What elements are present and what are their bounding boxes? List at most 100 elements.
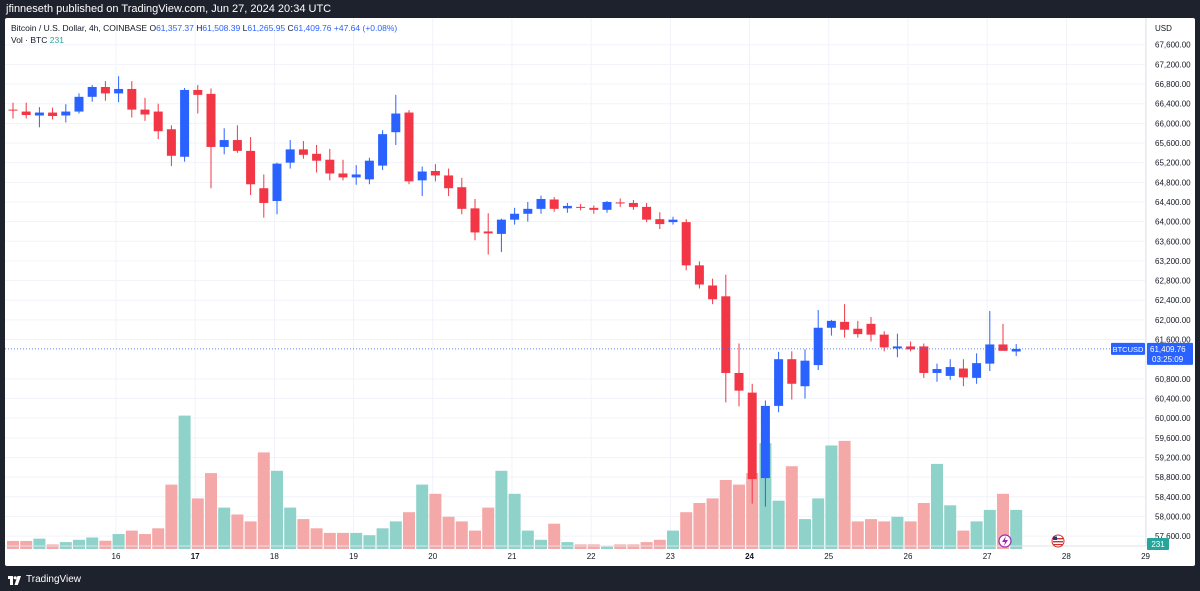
- candle[interactable]: [747, 383, 757, 504]
- candle[interactable]: [87, 85, 97, 102]
- candle[interactable]: [998, 323, 1008, 351]
- candle[interactable]: [655, 212, 665, 229]
- candle[interactable]: [219, 128, 229, 155]
- candle[interactable]: [259, 174, 269, 218]
- candle[interactable]: [61, 104, 71, 123]
- candle[interactable]: [391, 94, 401, 145]
- candle[interactable]: [602, 200, 612, 213]
- candle[interactable]: [285, 140, 295, 169]
- candle[interactable]: [246, 137, 256, 196]
- candle[interactable]: [430, 164, 440, 182]
- candle[interactable]: [879, 331, 889, 352]
- price-tick-label: 65,600.00: [1155, 139, 1191, 148]
- candle[interactable]: [681, 219, 691, 271]
- candle[interactable]: [562, 202, 572, 213]
- last-price-label: 61,409.76: [1150, 345, 1186, 354]
- candle[interactable]: [404, 110, 414, 185]
- price-tick-label: 63,200.00: [1155, 257, 1191, 266]
- candle[interactable]: [114, 76, 124, 103]
- volume-bar: [878, 521, 891, 549]
- candle[interactable]: [932, 363, 942, 382]
- candle[interactable]: [945, 359, 955, 380]
- candle[interactable]: [787, 351, 797, 400]
- candle[interactable]: [774, 351, 784, 413]
- candle[interactable]: [642, 202, 652, 223]
- candle[interactable]: [21, 102, 31, 119]
- volume-bar: [46, 544, 59, 549]
- candle[interactable]: [721, 274, 731, 403]
- volume-bar: [152, 528, 165, 549]
- candle[interactable]: [800, 349, 810, 399]
- chart-panel[interactable]: 67,600.00 67,200.00 66,800.00 66,400.00 66,0…: [5, 18, 1195, 566]
- candle[interactable]: [1011, 344, 1021, 356]
- volume-bar: [825, 445, 838, 549]
- candle[interactable]: [364, 157, 374, 185]
- candle[interactable]: [510, 207, 520, 225]
- candle[interactable]: [708, 278, 718, 305]
- legend-close-key: C: [287, 23, 294, 33]
- candle[interactable]: [298, 141, 308, 159]
- candle[interactable]: [325, 148, 335, 181]
- candle[interactable]: [813, 310, 823, 371]
- volume-bar: [904, 521, 917, 549]
- us-flag-icon[interactable]: [1051, 534, 1065, 548]
- candle[interactable]: [760, 400, 770, 507]
- candle[interactable]: [892, 333, 902, 358]
- candle[interactable]: [628, 200, 638, 210]
- candle[interactable]: [232, 125, 242, 153]
- candle[interactable]: [272, 162, 282, 215]
- candle[interactable]: [615, 198, 625, 207]
- price-tick-label: 64,000.00: [1155, 218, 1191, 227]
- candle[interactable]: [826, 319, 836, 336]
- candle[interactable]: [378, 130, 388, 171]
- candle[interactable]: [48, 107, 58, 120]
- candle[interactable]: [483, 213, 493, 255]
- candle[interactable]: [523, 201, 533, 222]
- candle[interactable]: [576, 203, 586, 211]
- candle[interactable]: [444, 168, 454, 197]
- candle[interactable]: [312, 144, 322, 173]
- candle[interactable]: [972, 353, 982, 384]
- candle[interactable]: [958, 359, 968, 387]
- candle[interactable]: [853, 320, 863, 338]
- price-tick-label: 63,600.00: [1155, 237, 1191, 246]
- chart-legend: Bitcoin / U.S. Dollar, 4h, COINBASE O61,…: [11, 22, 397, 46]
- tradingview-brand[interactable]: TradingView: [8, 574, 81, 586]
- candle[interactable]: [74, 93, 84, 114]
- candle[interactable]: [470, 199, 480, 241]
- candle[interactable]: [34, 107, 44, 128]
- candle[interactable]: [589, 205, 599, 214]
- candle[interactable]: [127, 81, 137, 118]
- brand-label: TradingView: [26, 574, 82, 585]
- price-tick-label: 66,800.00: [1155, 80, 1191, 89]
- volume-bar: [614, 544, 627, 549]
- candle[interactable]: [985, 311, 995, 371]
- volume-bar: [429, 493, 442, 549]
- candle[interactable]: [906, 341, 916, 352]
- candle[interactable]: [866, 316, 876, 342]
- candle[interactable]: [734, 343, 744, 407]
- candle[interactable]: [193, 85, 203, 114]
- candle[interactable]: [496, 218, 506, 253]
- candle[interactable]: [8, 102, 18, 119]
- price-tick-label: 57,600.00: [1155, 532, 1191, 541]
- candle[interactable]: [166, 125, 176, 167]
- candle[interactable]: [153, 103, 163, 140]
- time-tick-label: 27: [983, 552, 992, 561]
- chart-canvas[interactable]: 67,600.00 67,200.00 66,800.00 66,400.00 66,0…: [5, 18, 1195, 566]
- candle[interactable]: [840, 304, 850, 338]
- candle[interactable]: [417, 166, 427, 197]
- candle[interactable]: [351, 165, 361, 185]
- candle[interactable]: [457, 177, 467, 215]
- candle[interactable]: [100, 81, 110, 101]
- candle[interactable]: [536, 195, 546, 214]
- candle[interactable]: [668, 216, 678, 225]
- price-tick-label: 60,400.00: [1155, 395, 1191, 404]
- candle[interactable]: [338, 159, 348, 181]
- candle[interactable]: [206, 88, 216, 189]
- lightning-icon[interactable]: [998, 534, 1012, 548]
- candle[interactable]: [549, 197, 559, 212]
- candle[interactable]: [694, 261, 704, 289]
- candle[interactable]: [180, 87, 190, 162]
- candle[interactable]: [140, 97, 150, 121]
